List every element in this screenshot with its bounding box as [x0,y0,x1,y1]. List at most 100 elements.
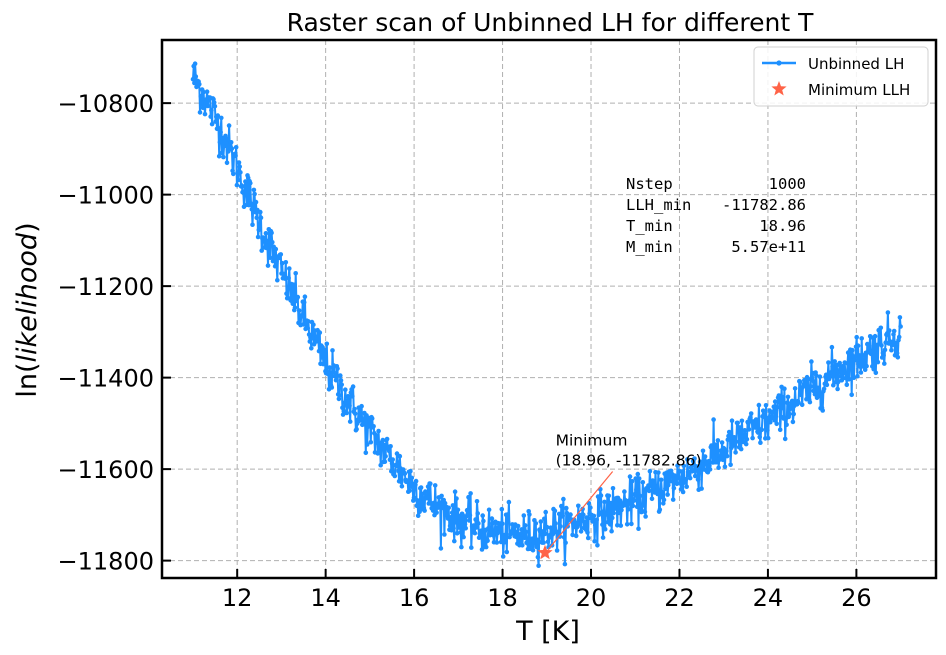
stats-label: M_min [626,238,673,256]
stats-label: Nstep [626,175,673,193]
data-point [329,385,335,390]
data-point [643,514,648,519]
data-point [692,456,697,461]
data-point [530,547,536,553]
data-point [724,453,730,459]
data-point [350,394,355,399]
data-point [397,453,403,459]
y-tick-label: −11400 [58,365,154,393]
data-point [882,347,888,353]
data-point [382,459,388,465]
data-point [237,164,242,169]
data-point [824,382,830,388]
data-point [428,481,433,487]
chart-title: Raster scan of Unbinned LH for different… [287,8,814,37]
data-point [362,421,368,426]
data-point [837,360,842,366]
data-point [559,503,564,509]
annotation-arrow [547,471,614,551]
data-point [609,528,614,534]
data-point [771,404,777,410]
data-point [211,100,217,105]
y-tick-label: −11000 [58,182,154,210]
data-point [803,383,808,388]
data-point [548,525,553,530]
data-point [219,115,224,121]
data-point [233,153,238,159]
data-point [515,523,521,529]
data-point [500,554,506,559]
annotation: Minimum (18.96, -11782.86) [547,431,702,551]
data-point [392,473,398,479]
data-point [346,397,352,403]
data-point [522,523,528,528]
data-point [820,408,825,413]
data-point [699,486,704,491]
data-point [629,479,635,484]
y-axis-label-italic: likelihood [12,232,43,362]
data-point [700,448,706,454]
data-point [257,224,262,229]
data-point [893,340,898,346]
data-point [661,501,666,506]
data-point [337,393,342,398]
data-point [369,416,375,421]
data-point [330,369,336,375]
stats-box: Nstep 1000 LLH_min -11782.86 T_min 18.96 M_min… [626,175,806,256]
data-point [252,191,257,197]
data-point [258,209,263,215]
data-point [338,378,344,383]
data-point [233,145,239,150]
data-point [254,215,259,221]
data-point [521,513,527,518]
data-point [765,435,771,441]
y-tick-label: −11800 [58,548,154,576]
data-point [225,136,230,142]
data-point [632,498,637,503]
x-tick-label: 12 [222,584,253,612]
data-point [792,386,798,391]
data-point [607,522,613,527]
data-point [561,535,567,540]
stats-label: LLH_min [626,196,691,214]
data-point [231,171,236,177]
data-point [597,501,602,507]
data-point [423,489,428,494]
data-point [821,386,827,392]
legend: Unbinned LH Minimum LLH [753,46,929,107]
y-axis-label-prefix: ln( [12,362,43,397]
data-point [208,114,213,119]
series-layer [190,61,903,568]
data-point [799,402,805,408]
data-point [384,436,390,442]
data-point [333,377,339,383]
data-point [248,201,254,206]
data-point [552,508,558,514]
data-point [570,532,575,538]
data-point [439,493,444,499]
data-point [754,418,760,423]
data-point [610,515,615,521]
data-point [264,245,269,251]
data-point [394,463,399,469]
data-point [626,507,631,512]
x-tick-label: 26 [841,584,872,612]
data-point [872,333,878,339]
data-point [891,328,897,334]
data-point [898,324,903,329]
data-point [378,462,384,468]
data-point [722,464,728,470]
data-point [302,294,308,300]
data-point [226,123,232,128]
data-point [538,519,544,524]
data-point [504,549,510,555]
data-point [463,526,469,531]
data-point [784,422,789,428]
data-point [496,525,502,530]
data-point [287,266,292,271]
data-point [224,141,229,146]
data-point [363,450,369,456]
data-point [251,187,257,193]
data-point [328,373,333,379]
data-point [553,521,558,526]
